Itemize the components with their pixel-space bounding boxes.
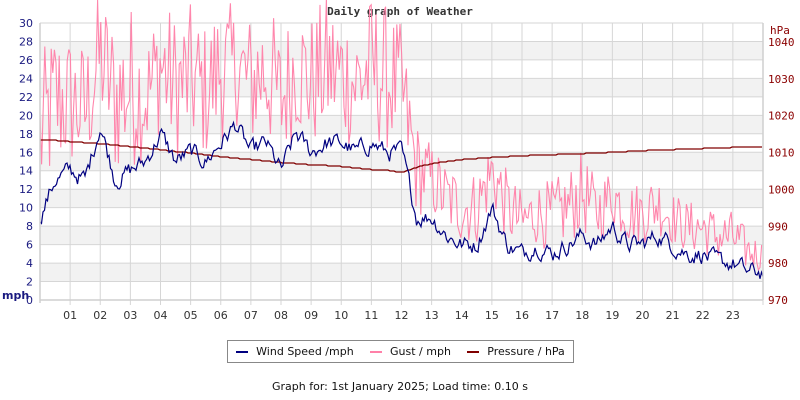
y-tick-left: 16 (19, 146, 33, 159)
x-tick: 19 (605, 309, 619, 322)
x-tick: 11 (364, 309, 378, 322)
footer-info: Graph for: 1st January 2025; Load time: … (272, 380, 528, 393)
x-tick: 17 (545, 309, 559, 322)
y-tick-left: 2 (26, 276, 33, 289)
x-tick: 21 (666, 309, 680, 322)
y-tick-left: 28 (19, 35, 33, 48)
y-tick-right: 1030 (768, 73, 795, 86)
y-tick-right: 1000 (768, 183, 795, 196)
x-tick: 03 (123, 309, 137, 322)
x-tick: 16 (515, 309, 529, 322)
gust-series (39, 0, 763, 272)
x-tick: 13 (425, 309, 439, 322)
y-tick-left: 6 (26, 239, 33, 252)
y-tick-left: 8 (26, 220, 33, 233)
legend-item-gust: Gust / mph (370, 345, 451, 358)
legend-label: Wind Speed /mph (256, 345, 354, 358)
pressure-series (40, 139, 762, 173)
legend-label: Gust / mph (390, 345, 451, 358)
y-tick-right: 990 (768, 220, 788, 233)
gust-swatch-icon (370, 350, 383, 353)
x-tick: 12 (395, 309, 409, 322)
x-tick: 09 (304, 309, 318, 322)
x-tick: 18 (575, 309, 589, 322)
x-tick: 14 (455, 309, 469, 322)
y-tick-right: 1010 (768, 147, 795, 160)
legend-item-pressure: Pressure / hPa (467, 345, 565, 358)
legend-item-wind-speed: Wind Speed /mph (236, 345, 354, 358)
y-tick-right: 1040 (768, 36, 795, 49)
y-tick-left: 26 (19, 54, 33, 67)
y-tick-left: 0 (26, 294, 33, 307)
x-tick: 15 (485, 309, 499, 322)
right-axis-label: hPa (770, 24, 790, 37)
x-tick: 05 (184, 309, 198, 322)
y-tick-right: 1020 (768, 110, 795, 123)
y-tick-left: 14 (19, 165, 33, 178)
x-tick: 22 (696, 309, 710, 322)
wind-speed-series (39, 120, 764, 279)
x-tick: 20 (636, 309, 650, 322)
y-tick-left: 24 (19, 72, 33, 85)
y-tick-left: 18 (19, 128, 33, 141)
x-tick: 06 (214, 309, 228, 322)
x-tick: 04 (154, 309, 168, 322)
wind-speed-swatch-icon (236, 350, 249, 353)
y-tick-left: 22 (19, 91, 33, 104)
y-tick-left: 20 (19, 109, 33, 122)
pressure-swatch-icon (467, 350, 480, 353)
y-tick-left: 12 (19, 183, 33, 196)
x-tick: 10 (334, 309, 348, 322)
y-tick-left: 30 (19, 17, 33, 30)
y-tick-right: 970 (768, 294, 788, 307)
y-tick-right: 980 (768, 257, 788, 270)
x-tick: 08 (274, 309, 288, 322)
x-tick: 01 (63, 309, 77, 322)
x-tick: 07 (244, 309, 258, 322)
y-tick-left: 10 (19, 202, 33, 215)
x-tick: 23 (726, 309, 740, 322)
chart-title: Daily graph of Weather (327, 5, 473, 18)
legend: Wind Speed /mph Gust / mph Pressure / hP… (227, 340, 574, 363)
left-axis-label: mph (2, 289, 29, 302)
x-tick: 02 (93, 309, 107, 322)
y-tick-left: 4 (26, 257, 33, 270)
legend-label: Pressure / hPa (487, 345, 565, 358)
